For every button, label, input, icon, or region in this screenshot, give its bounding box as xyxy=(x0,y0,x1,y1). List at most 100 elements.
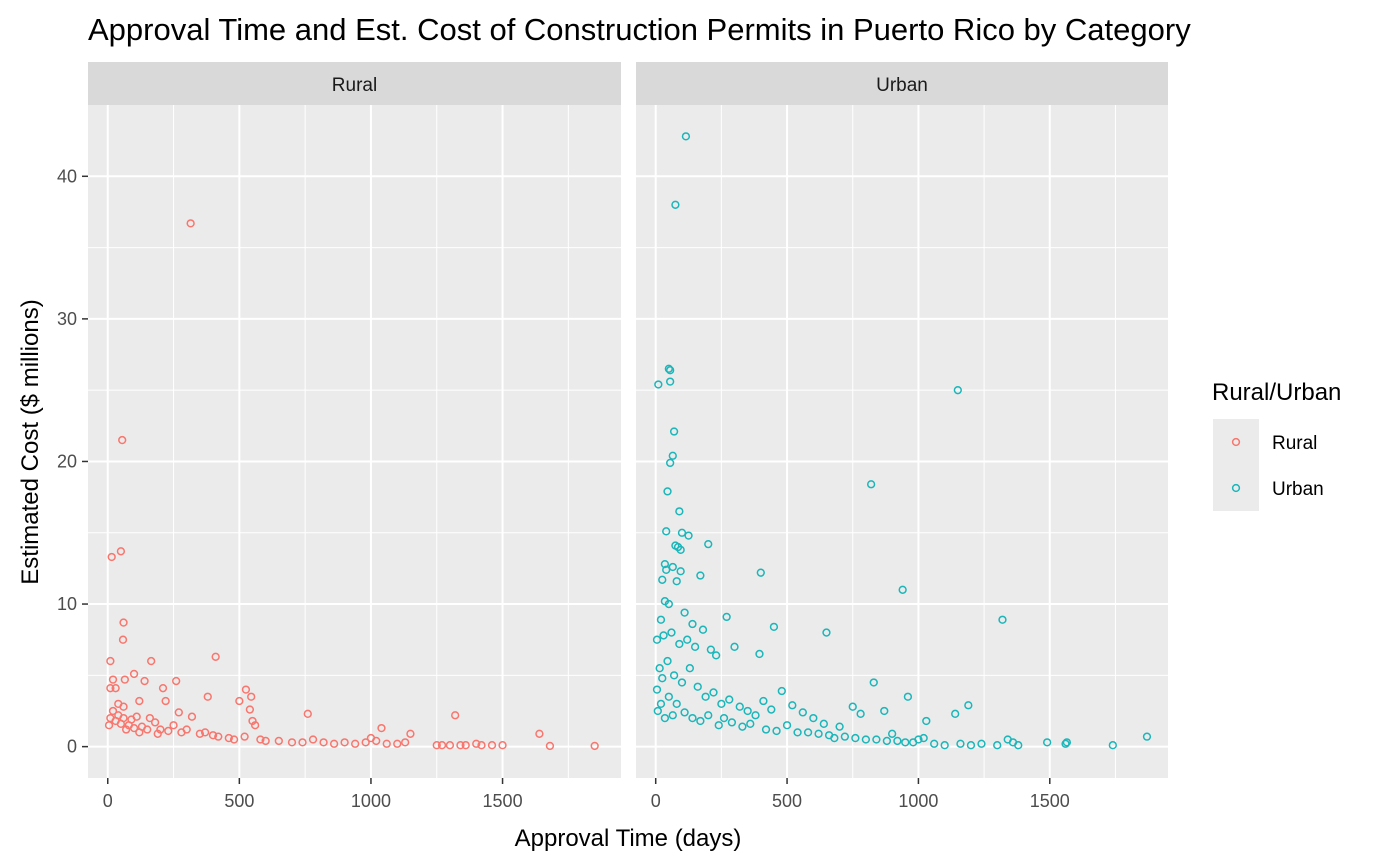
data-point-urban xyxy=(848,702,857,711)
legend-key-rural xyxy=(1231,437,1241,447)
data-point-urban xyxy=(668,562,677,572)
data-point-urban xyxy=(688,713,697,723)
data-point-urban xyxy=(903,692,913,701)
data-point-rural xyxy=(456,741,465,750)
data-point-urban xyxy=(914,735,923,744)
data-point-urban xyxy=(671,200,680,209)
data-point-urban xyxy=(882,736,892,746)
data-point-rural xyxy=(250,721,260,730)
facet-panel-rural: Rural 0 500 1000 1500 0 10 20 30 40 xyxy=(57,62,621,811)
data-point-rural xyxy=(298,738,307,747)
data-point-urban xyxy=(675,507,684,516)
facet-strip xyxy=(88,62,621,105)
data-point-urban xyxy=(696,571,705,580)
data-point-urban xyxy=(681,132,691,141)
data-point-rural xyxy=(164,726,173,736)
data-point-urban xyxy=(658,674,667,683)
data-point-urban xyxy=(653,706,662,716)
data-point-urban xyxy=(688,619,697,629)
y-tick-label: 30 xyxy=(57,309,77,329)
data-point-rural xyxy=(319,738,328,747)
data-point-urban xyxy=(830,733,839,743)
data-point-rural xyxy=(235,696,244,706)
data-point-rural xyxy=(140,676,149,686)
y-axis-label: Estimated Cost ($ millions) xyxy=(17,299,44,584)
data-point-rural xyxy=(211,652,220,661)
data-point-urban xyxy=(660,559,670,569)
data-point-rural xyxy=(329,739,339,748)
data-point-urban xyxy=(777,686,786,696)
data-point-urban xyxy=(676,545,685,555)
data-point-urban xyxy=(680,708,689,717)
data-point-urban xyxy=(880,706,889,716)
y-tick-label: 0 xyxy=(67,737,77,757)
data-point-rural xyxy=(545,741,555,751)
y-tick-label: 40 xyxy=(57,166,77,186)
data-point-urban xyxy=(668,711,677,720)
data-point-rural xyxy=(406,729,415,738)
data-point-urban xyxy=(977,739,986,748)
data-point-rural xyxy=(156,725,165,734)
data-point-rural xyxy=(186,219,195,228)
data-point-rural xyxy=(161,696,170,706)
data-point-urban xyxy=(1043,738,1052,747)
data-point-urban xyxy=(964,701,973,710)
data-point-rural xyxy=(129,723,139,733)
data-point-urban xyxy=(664,599,673,609)
data-point-urban xyxy=(793,728,802,737)
legend-key-urban xyxy=(1231,483,1241,493)
data-point-rural xyxy=(372,736,381,746)
data-point-rural xyxy=(361,738,370,747)
facet-panels: Rural 0 500 1000 1500 0 10 20 30 40 Urban 0 500 1000 1… xyxy=(57,62,1168,811)
data-point-urban xyxy=(866,480,876,489)
data-point-urban xyxy=(953,386,962,395)
data-point-rural xyxy=(118,635,128,644)
data-point-urban xyxy=(655,664,664,673)
data-point-urban xyxy=(840,732,850,741)
data-point-rural xyxy=(303,709,312,718)
data-point-urban xyxy=(919,733,928,743)
data-point-urban xyxy=(755,649,764,659)
data-point-urban xyxy=(652,635,662,644)
data-point-urban xyxy=(656,699,666,709)
data-point-urban xyxy=(677,528,687,537)
data-point-urban xyxy=(701,692,710,701)
data-point-rural xyxy=(256,735,265,744)
data-point-urban xyxy=(809,713,818,723)
x-axis-label: Approval Time (days) xyxy=(515,825,742,852)
data-point-rural xyxy=(401,738,410,747)
data-point-urban xyxy=(769,622,779,632)
data-point-rural xyxy=(308,735,318,744)
data-point-urban xyxy=(759,696,768,706)
data-point-rural xyxy=(214,732,223,741)
data-point-urban xyxy=(956,739,965,748)
data-point-urban xyxy=(756,568,765,577)
data-point-urban xyxy=(887,729,897,738)
data-point-urban xyxy=(722,612,731,622)
data-point-rural xyxy=(174,708,183,717)
x-tick-label: 0 xyxy=(651,791,661,811)
legend-key-bg xyxy=(1213,419,1259,465)
data-point-urban xyxy=(861,735,871,744)
data-point-urban xyxy=(772,726,781,736)
data-point-rural xyxy=(195,729,205,738)
data-point-urban xyxy=(677,678,687,687)
data-point-urban xyxy=(851,733,860,743)
facet-strip xyxy=(636,62,1168,105)
data-point-urban xyxy=(922,716,931,726)
legend-label: Urban xyxy=(1272,479,1324,500)
data-point-urban xyxy=(930,739,939,748)
data-point-rural xyxy=(119,702,128,711)
data-point-rural xyxy=(108,675,118,684)
data-point-urban xyxy=(819,719,828,728)
data-point-urban xyxy=(751,711,760,720)
data-point-urban xyxy=(803,728,813,737)
data-point-rural xyxy=(116,547,126,556)
data-point-urban xyxy=(788,701,797,710)
data-point-urban xyxy=(966,741,976,750)
facet-panel-urban: Urban 0 500 1000 1500 xyxy=(636,62,1168,811)
data-point-rural xyxy=(241,685,251,694)
data-point-urban xyxy=(666,366,675,375)
data-point-urban xyxy=(668,451,677,460)
